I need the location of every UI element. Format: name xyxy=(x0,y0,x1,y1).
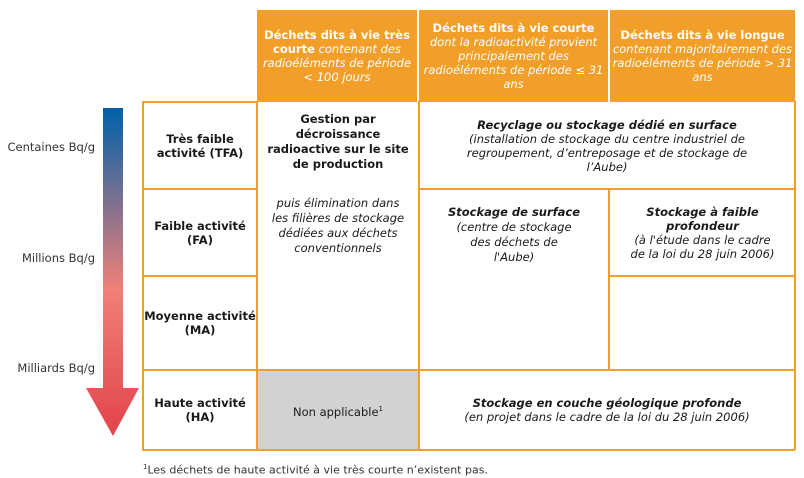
tfa-italic: (installation de stockage du centre indu… xyxy=(466,131,748,174)
cell-deep-storage: Stockage en couche géologique profonde (… xyxy=(419,370,795,449)
row-label-fa: Faible activité (FA) xyxy=(154,218,246,247)
row-label-ha: Haute activité (HA) xyxy=(154,395,246,424)
cell-vtc-management: Gestion par décroissance radioactive sur… xyxy=(259,112,417,256)
row-label-tfa: Très faible activité (TFA) xyxy=(156,131,244,160)
header-very-short-lived: Déchets dits à vie très courte contenant… xyxy=(257,10,419,102)
footnote-text: Les déchets de haute activité à vie très… xyxy=(147,463,488,477)
na-text: Non applicable xyxy=(292,404,379,419)
scale-label-milliards: Milliards Bq/g xyxy=(17,361,95,375)
header-italic: dont la radioactivité provient principal… xyxy=(423,35,604,91)
grid-line xyxy=(418,188,795,190)
footnote-sup: 1 xyxy=(143,463,148,471)
shallow-bold: Stockage à faible profondeur xyxy=(646,204,759,233)
shallow-italic: (à l'étude dans le cadre de la loi du 28… xyxy=(630,232,775,261)
cell-vtc-bold: Gestion par décroissance radioactive sur… xyxy=(267,112,409,171)
cell-surface-storage: Stockage de surface (centre de stockage … xyxy=(419,205,609,265)
header-long-lived: Déchets dits à vie longue contenant major… xyxy=(610,10,795,102)
cell-not-applicable: Non applicable1 xyxy=(258,371,418,449)
grid-line xyxy=(142,275,257,277)
tfa-bold: Recyclage ou stockage dédié en surface xyxy=(477,117,737,132)
scale-label-centaines: Centaines Bq/g xyxy=(7,140,95,154)
grid-line xyxy=(142,449,795,451)
deep-bold: Stockage en couche géologique profonde xyxy=(472,395,742,410)
header-bold: Déchets dits à vie courte xyxy=(432,21,595,35)
header-bold: Déchets dits à vie longue xyxy=(620,28,785,42)
header-bold: Déchets dits à vie très courte xyxy=(264,28,410,56)
footnote: 1Les déchets de haute activité à vie trè… xyxy=(143,463,488,477)
grid-line xyxy=(418,101,420,450)
header-italic: contenant des radioéléments de période <… xyxy=(262,42,412,84)
cell-tfa-storage: Recyclage ou stockage dédié en surface (… xyxy=(419,102,795,189)
header-italic: contenant majoritairement des radioéléme… xyxy=(612,42,793,84)
surface-italic: (centre de stockage des déchets de l'Aub… xyxy=(456,220,572,264)
grid-line xyxy=(608,188,610,370)
surface-bold: Stockage de surface xyxy=(447,205,581,219)
grid-line xyxy=(142,369,795,371)
header-short-lived: Déchets dits à vie courte dont la radioac… xyxy=(419,10,610,102)
na-sup: 1 xyxy=(378,404,384,413)
cell-shallow-storage: Stockage à faible profondeur (à l'étude … xyxy=(610,189,795,276)
row-label-ma: Moyenne activité (MA) xyxy=(144,309,256,337)
scale-label-millions: Millions Bq/g xyxy=(21,251,95,265)
grid-line xyxy=(142,101,257,103)
cell-vtc-italic: puis élimination dans les filières de st… xyxy=(271,196,405,255)
activity-arrow-icon xyxy=(86,108,139,436)
deep-italic: (en projet dans le cadre de la loi du 28… xyxy=(464,409,750,424)
grid-line xyxy=(142,188,257,190)
grid-line xyxy=(608,275,795,277)
